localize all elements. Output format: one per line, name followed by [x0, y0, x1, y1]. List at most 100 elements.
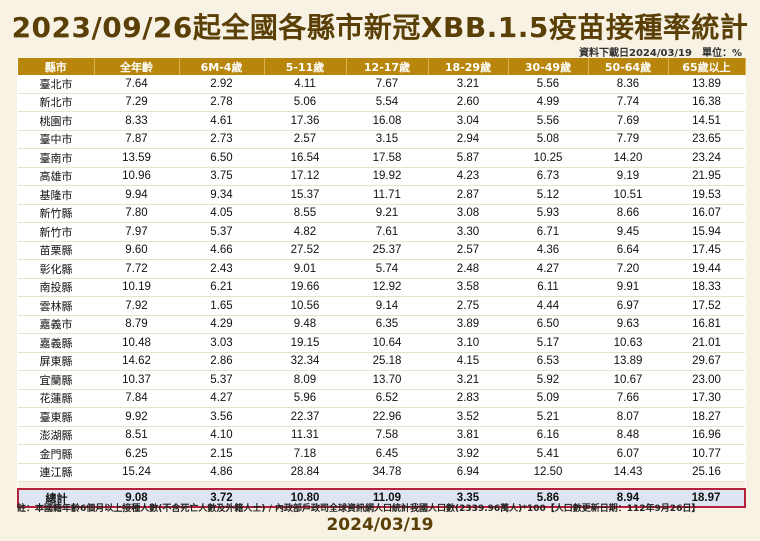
column-header: 全年齡 [94, 58, 180, 75]
rate-cell: 18.27 [668, 407, 745, 427]
rate-cell: 23.24 [668, 148, 745, 168]
rate-cell: 5.21 [508, 407, 588, 427]
rate-cell: 3.21 [428, 75, 508, 94]
rate-cell: 4.05 [179, 204, 264, 223]
rate-cell: 29.67 [668, 352, 745, 371]
rate-cell: 5.08 [508, 130, 588, 149]
vaccination-table-container: 縣市 全年齡 6M-4歲 5-11歲 12-17歲 18-29歲 30-49歲 … [17, 58, 746, 508]
county-cell: 基隆市 [18, 185, 94, 205]
rate-cell: 11.31 [264, 426, 346, 445]
rate-cell: 3.04 [428, 111, 508, 131]
rate-cell: 6.16 [508, 426, 588, 445]
rate-cell: 21.95 [668, 167, 745, 186]
rate-cell: 7.80 [94, 204, 179, 223]
table-row: 新北市 7.29 2.78 5.06 5.54 2.60 4.99 7.74 16.38 [18, 93, 745, 112]
rate-cell: 8.51 [94, 426, 179, 445]
rate-cell: 2.60 [428, 93, 508, 112]
page-title: 2023/09/26起全國各縣市新冠XBB.1.5疫苗接種率統計 [11, 11, 749, 44]
rate-cell: 19.44 [668, 259, 745, 279]
rate-cell: 10.56 [264, 296, 346, 316]
rate-cell: 19.66 [264, 278, 346, 297]
table-row: 桃園市 8.33 4.61 17.36 16.08 3.04 5.56 7.69 14.51 [18, 111, 745, 131]
rate-cell: 12.92 [346, 278, 428, 297]
rate-cell: 18.33 [668, 278, 745, 297]
bottom-date: 2024/03/19 [326, 515, 434, 535]
rate-cell: 3.10 [428, 333, 508, 353]
rate-cell: 4.86 [179, 463, 264, 482]
county-cell: 彰化縣 [18, 259, 94, 279]
rate-cell: 15.37 [264, 185, 346, 205]
rate-cell: 3.30 [428, 222, 508, 242]
column-header: 18-29歲 [428, 58, 509, 75]
rate-cell: 9.21 [346, 204, 428, 223]
rate-cell: 10.19 [94, 278, 179, 297]
total-row: 總計 9.08 3.72 10.80 11.09 3.35 5.86 8.94 18.97 [17, 488, 746, 508]
rate-cell: 6.52 [346, 389, 428, 408]
rate-cell: 14.20 [588, 148, 668, 168]
rate-cell: 2.92 [179, 75, 264, 94]
source-note: 資料下載日2024/03/19 單位：% [579, 48, 742, 59]
rate-cell: 4.99 [508, 93, 588, 112]
rate-cell: 16.54 [264, 148, 346, 168]
rate-cell: 7.18 [264, 444, 346, 464]
rate-cell: 2.86 [179, 352, 264, 371]
rate-cell: 7.97 [94, 222, 179, 242]
rate-cell: 10.63 [588, 333, 668, 353]
rate-cell: 10.67 [588, 370, 668, 390]
county-cell: 花蓮縣 [18, 389, 94, 408]
column-header: 65歲以上 [668, 58, 746, 75]
table-row: 苗栗縣 9.60 4.66 27.52 25.37 2.57 4.36 6.64 17.45 [18, 241, 745, 260]
rate-cell: 13.70 [346, 370, 428, 390]
table-body: 臺北市 7.64 2.92 4.11 7.67 3.21 5.56 8.36 13.89 新北市 7… [17, 75, 746, 508]
rate-cell: 4.10 [179, 426, 264, 445]
rate-cell: 4.23 [428, 167, 508, 186]
rate-cell: 7.67 [346, 75, 428, 94]
table-row: 嘉義市 8.79 4.29 9.48 6.35 3.89 6.50 9.63 16.81 [18, 315, 745, 334]
rate-cell: 6.11 [508, 278, 588, 297]
total-rate-cell: 10.80 [264, 488, 346, 508]
rate-cell: 4.36 [508, 241, 588, 260]
total-label-cell: 總計 [17, 488, 94, 508]
rate-cell: 3.21 [428, 370, 508, 390]
rate-cell: 2.48 [428, 259, 508, 279]
rate-cell: 16.38 [668, 93, 745, 112]
rate-cell: 6.35 [346, 315, 428, 334]
rate-cell: 28.84 [264, 463, 346, 482]
table-row: 雲林縣 7.92 1.65 10.56 9.14 2.75 4.44 6.97 17.52 [18, 296, 745, 316]
county-cell: 南投縣 [18, 278, 94, 297]
county-cell: 嘉義市 [18, 315, 94, 334]
rate-cell: 9.92 [94, 407, 179, 427]
rate-cell: 7.74 [588, 93, 668, 112]
county-cell: 連江縣 [18, 463, 94, 482]
rate-cell: 2.57 [428, 241, 508, 260]
rate-cell: 12.50 [508, 463, 588, 482]
rate-cell: 3.81 [428, 426, 508, 445]
rate-cell: 17.12 [264, 167, 346, 186]
rate-cell: 5.74 [346, 259, 428, 279]
rate-cell: 2.83 [428, 389, 508, 408]
total-rate-cell: 3.35 [428, 488, 508, 508]
county-cell: 新竹市 [18, 222, 94, 242]
rate-cell: 9.60 [94, 241, 179, 260]
rate-cell: 3.89 [428, 315, 508, 334]
rate-cell: 25.18 [346, 352, 428, 371]
rate-cell: 2.57 [264, 130, 346, 149]
rate-cell: 25.16 [668, 463, 745, 482]
rate-cell: 32.34 [264, 352, 346, 371]
rate-cell: 10.51 [588, 185, 668, 205]
rate-cell: 5.87 [428, 148, 508, 168]
rate-cell: 6.21 [179, 278, 264, 297]
county-cell: 金門縣 [18, 444, 94, 464]
rate-cell: 6.07 [588, 444, 668, 464]
rate-cell: 2.73 [179, 130, 264, 149]
rate-cell: 7.29 [94, 93, 179, 112]
rate-cell: 23.65 [668, 130, 745, 149]
rate-cell: 9.45 [588, 222, 668, 242]
rate-cell: 10.37 [94, 370, 179, 390]
rate-cell: 1.65 [179, 296, 264, 316]
table-row: 新竹縣 7.80 4.05 8.55 9.21 3.08 5.93 8.66 16.07 [18, 204, 745, 223]
rate-cell: 6.73 [508, 167, 588, 186]
rate-cell: 8.79 [94, 315, 179, 334]
rate-cell: 25.37 [346, 241, 428, 260]
table-row: 宜蘭縣 10.37 5.37 8.09 13.70 3.21 5.92 10.67 23.00 [18, 370, 745, 390]
